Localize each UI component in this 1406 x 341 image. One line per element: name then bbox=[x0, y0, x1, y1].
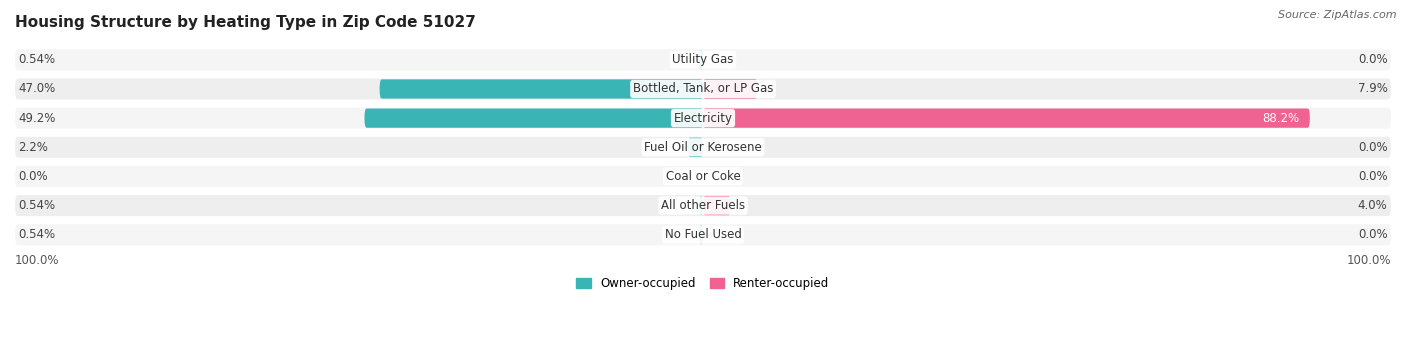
Text: No Fuel Used: No Fuel Used bbox=[665, 228, 741, 241]
FancyBboxPatch shape bbox=[688, 138, 703, 157]
FancyBboxPatch shape bbox=[15, 224, 1391, 245]
FancyBboxPatch shape bbox=[380, 79, 703, 99]
FancyBboxPatch shape bbox=[699, 225, 703, 244]
Text: 0.0%: 0.0% bbox=[1358, 53, 1388, 66]
Text: All other Fuels: All other Fuels bbox=[661, 199, 745, 212]
Text: 100.0%: 100.0% bbox=[1347, 254, 1391, 267]
Text: Utility Gas: Utility Gas bbox=[672, 53, 734, 66]
Text: 0.0%: 0.0% bbox=[1358, 141, 1388, 154]
FancyBboxPatch shape bbox=[15, 108, 1391, 129]
Text: 49.2%: 49.2% bbox=[18, 112, 56, 124]
Text: 0.54%: 0.54% bbox=[18, 228, 56, 241]
FancyBboxPatch shape bbox=[703, 196, 731, 215]
Text: 0.0%: 0.0% bbox=[1358, 228, 1388, 241]
Text: Fuel Oil or Kerosene: Fuel Oil or Kerosene bbox=[644, 141, 762, 154]
FancyBboxPatch shape bbox=[15, 166, 1391, 187]
FancyBboxPatch shape bbox=[15, 137, 1391, 158]
Text: 7.9%: 7.9% bbox=[1358, 83, 1388, 95]
Text: 100.0%: 100.0% bbox=[15, 254, 59, 267]
Text: 0.54%: 0.54% bbox=[18, 53, 56, 66]
Text: Source: ZipAtlas.com: Source: ZipAtlas.com bbox=[1278, 10, 1396, 20]
FancyBboxPatch shape bbox=[699, 50, 703, 70]
Text: 88.2%: 88.2% bbox=[1263, 112, 1299, 124]
FancyBboxPatch shape bbox=[364, 108, 703, 128]
FancyBboxPatch shape bbox=[15, 195, 1391, 216]
FancyBboxPatch shape bbox=[15, 78, 1391, 100]
Text: 4.0%: 4.0% bbox=[1358, 199, 1388, 212]
Text: 47.0%: 47.0% bbox=[18, 83, 56, 95]
Text: Coal or Coke: Coal or Coke bbox=[665, 170, 741, 183]
FancyBboxPatch shape bbox=[703, 79, 758, 99]
Text: Bottled, Tank, or LP Gas: Bottled, Tank, or LP Gas bbox=[633, 83, 773, 95]
Legend: Owner-occupied, Renter-occupied: Owner-occupied, Renter-occupied bbox=[572, 272, 834, 295]
Text: Electricity: Electricity bbox=[673, 112, 733, 124]
Text: 0.54%: 0.54% bbox=[18, 199, 56, 212]
Text: 2.2%: 2.2% bbox=[18, 141, 48, 154]
Text: 0.0%: 0.0% bbox=[1358, 170, 1388, 183]
Text: 0.0%: 0.0% bbox=[18, 170, 48, 183]
Text: Housing Structure by Heating Type in Zip Code 51027: Housing Structure by Heating Type in Zip… bbox=[15, 15, 475, 30]
FancyBboxPatch shape bbox=[703, 108, 1310, 128]
FancyBboxPatch shape bbox=[15, 49, 1391, 70]
FancyBboxPatch shape bbox=[699, 196, 703, 215]
